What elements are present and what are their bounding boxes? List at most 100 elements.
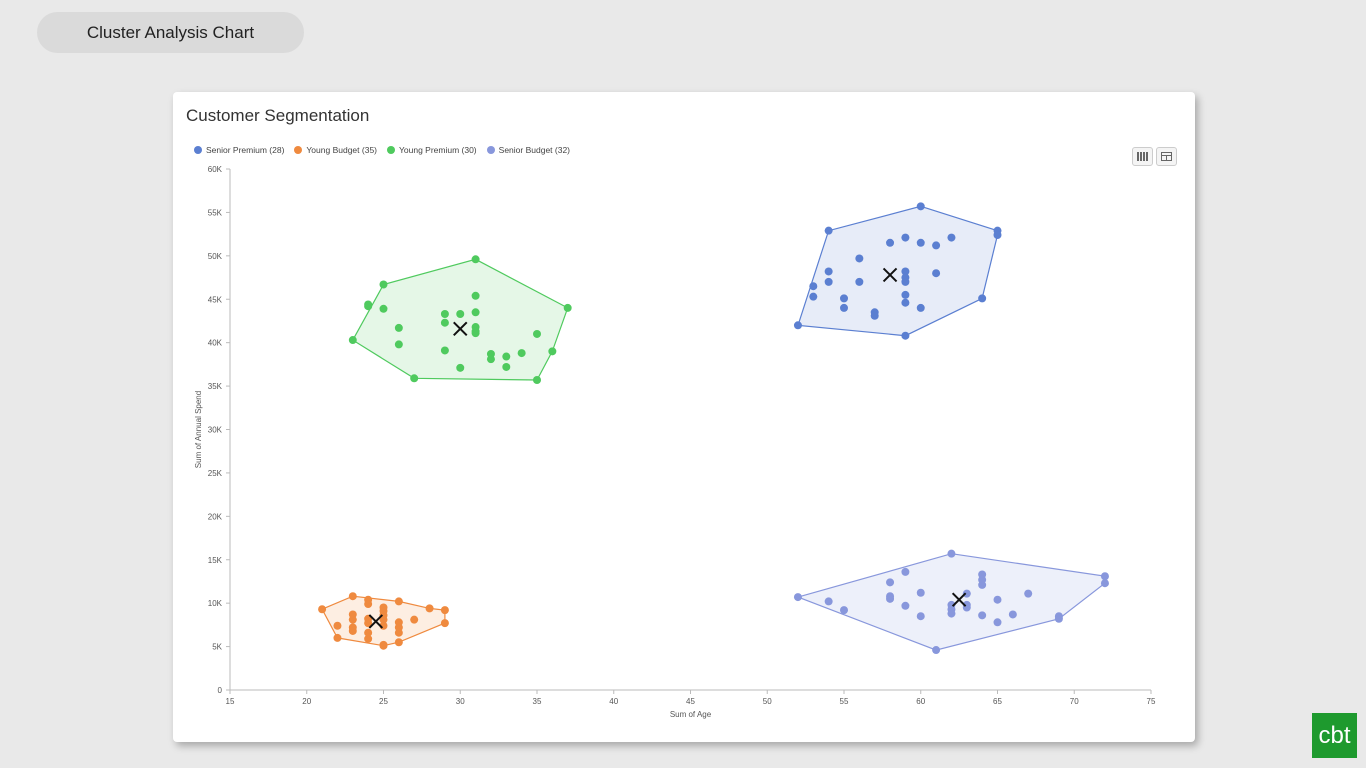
data-point — [410, 374, 419, 383]
data-point — [993, 618, 1002, 627]
data-point — [394, 340, 403, 349]
x-tick-label: 60 — [916, 697, 925, 706]
data-point — [379, 615, 388, 624]
scatter-plot: 0 5K 10K 15K 20K 25K 30K 35K 40K 45K 50K 55K 60K 15 20… — [194, 165, 1156, 719]
y-tick-label: 60K — [208, 165, 223, 174]
centroid-marker — [882, 267, 898, 283]
centroid-marker — [453, 321, 468, 336]
x-tick-label: 15 — [226, 697, 235, 706]
data-point — [440, 619, 449, 628]
data-point — [348, 336, 357, 345]
data-point — [932, 269, 941, 278]
data-point — [563, 303, 572, 312]
data-point — [978, 580, 987, 589]
data-point — [947, 609, 956, 618]
legend-item-senior-premium[interactable]: Senior Premium (28) — [194, 145, 284, 155]
data-point — [533, 329, 541, 338]
data-point — [364, 634, 373, 643]
data-point — [855, 277, 864, 286]
x-tick-label: 75 — [1147, 697, 1156, 706]
x-tick-label: 55 — [840, 697, 849, 706]
data-point — [901, 277, 910, 286]
table-view-button[interactable] — [1156, 147, 1177, 166]
data-point — [486, 355, 495, 364]
data-point — [318, 605, 327, 614]
chart-type-icon — [1137, 152, 1148, 161]
data-point — [840, 606, 848, 615]
data-point — [379, 280, 388, 289]
data-point — [901, 290, 910, 299]
legend-label: Senior Budget (32) — [498, 145, 571, 155]
data-point — [502, 362, 511, 371]
data-point — [471, 291, 480, 300]
y-tick-label: 55K — [208, 208, 223, 217]
y-tick-label: 25K — [208, 469, 223, 478]
table-view-icon — [1161, 152, 1172, 161]
data-point — [824, 267, 833, 276]
data-point — [901, 233, 910, 242]
x-tick-label: 40 — [609, 697, 618, 706]
data-point — [379, 640, 388, 649]
centroid-marker — [368, 614, 384, 629]
y-tick-label: 15K — [208, 556, 223, 565]
data-point — [1100, 579, 1109, 588]
data-point — [394, 628, 403, 637]
data-point — [824, 597, 833, 606]
data-point — [916, 588, 925, 597]
data-point — [809, 292, 818, 301]
data-point — [394, 597, 403, 606]
legend-item-senior-budget[interactable]: Senior Budget (32) — [486, 145, 571, 155]
data-point — [1008, 610, 1017, 619]
chart-card: Customer Segmentation Senior Premium (28… — [173, 92, 1195, 742]
data-point — [947, 549, 956, 558]
data-point — [364, 300, 373, 309]
data-point — [840, 294, 848, 303]
data-point — [456, 310, 465, 319]
x-tick-label: 35 — [533, 697, 542, 706]
data-point — [932, 646, 941, 655]
data-point — [809, 282, 818, 291]
page-header-pill: Cluster Analysis Chart — [37, 12, 304, 53]
x-tick-label: 45 — [686, 697, 695, 706]
data-point — [901, 331, 910, 340]
x-tick-label: 25 — [379, 697, 388, 706]
x-tick-label: 70 — [1070, 697, 1079, 706]
y-tick-label: 40K — [208, 339, 223, 348]
x-tick-label: 65 — [993, 697, 1002, 706]
y-tick-label: 30K — [208, 426, 223, 435]
y-tick-label: 5K — [212, 643, 222, 652]
data-point — [440, 346, 449, 355]
legend-item-young-budget[interactable]: Young Budget (35) — [294, 145, 377, 155]
data-point — [333, 633, 342, 642]
y-tick-label: 45K — [208, 295, 223, 304]
data-point — [348, 626, 357, 635]
chart-type-button[interactable] — [1132, 147, 1153, 166]
data-point — [517, 349, 526, 358]
legend-item-young-premium[interactable]: Young Premium (30) — [387, 145, 477, 155]
y-tick-label: 10K — [208, 599, 223, 608]
data-point — [440, 318, 449, 327]
data-point — [901, 567, 910, 576]
y-tick-label: 20K — [208, 512, 223, 521]
data-point — [978, 611, 987, 620]
data-point — [793, 593, 802, 602]
y-tick-label: 0 — [218, 686, 223, 695]
legend-swatch — [194, 146, 202, 154]
data-point — [440, 606, 449, 615]
data-point — [471, 329, 480, 338]
data-point — [793, 321, 802, 330]
data-point — [471, 255, 480, 264]
data-point — [364, 600, 373, 609]
y-axis-label: Sum of Annual Spend — [194, 391, 203, 468]
data-point — [855, 254, 864, 263]
data-point — [886, 594, 895, 603]
data-point — [471, 308, 480, 317]
page-header-title: Cluster Analysis Chart — [86, 22, 255, 42]
data-point — [901, 267, 910, 276]
data-point — [348, 615, 357, 624]
data-point — [993, 595, 1002, 604]
legend-label: Young Premium (30) — [399, 145, 477, 155]
data-point — [901, 601, 910, 610]
centroid-marker — [951, 592, 967, 607]
data-point — [333, 621, 342, 630]
